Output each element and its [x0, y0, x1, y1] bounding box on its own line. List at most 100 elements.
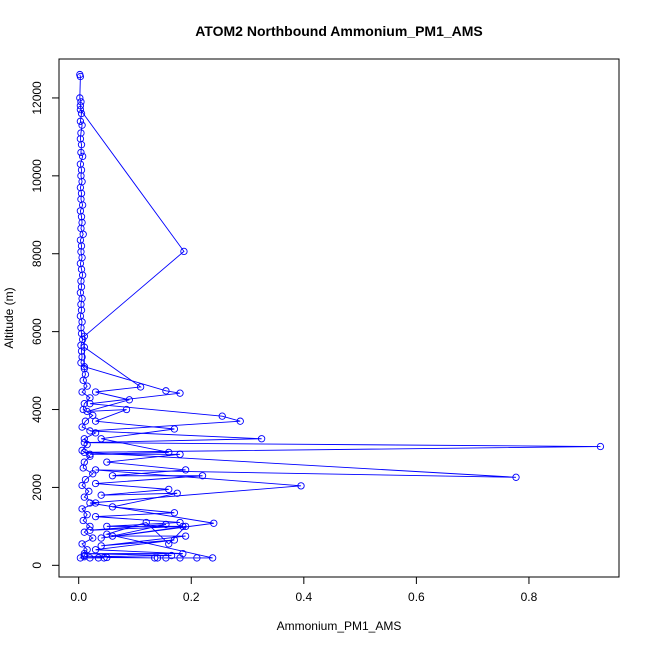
data-point [103, 458, 111, 466]
data-point [170, 536, 179, 544]
data-point [86, 522, 94, 531]
data-point [76, 72, 85, 81]
data-point [162, 387, 170, 395]
data-point [108, 472, 117, 480]
data-point [80, 438, 88, 447]
data-point [86, 427, 94, 435]
x-tick-label: 0.4 [295, 590, 312, 604]
data-point [77, 166, 86, 174]
x-tick-label: 0.0 [70, 590, 87, 604]
series-line [78, 74, 105, 559]
data-point [176, 450, 184, 458]
data-point [77, 148, 85, 157]
data-point [193, 554, 201, 562]
data-point [176, 389, 184, 397]
data-point [170, 425, 179, 433]
data-point [80, 343, 88, 351]
data-point [167, 551, 176, 560]
data-point [78, 481, 86, 490]
data-point [94, 554, 103, 562]
data-point [76, 554, 85, 562]
data-point [83, 407, 91, 416]
data-point [170, 509, 179, 517]
data-point [78, 423, 86, 431]
data-point [89, 534, 97, 542]
y-axis: 0 2000 4000 6000 8000 10000 12000 [30, 81, 60, 569]
data-point [91, 417, 100, 425]
data-point [179, 522, 187, 531]
data-point [179, 549, 187, 558]
series-2 [76, 105, 605, 562]
y-tick-label: 10000 [30, 159, 44, 193]
data-point [108, 532, 117, 540]
data-point [165, 448, 173, 457]
data-point [77, 141, 86, 149]
data-point [91, 479, 100, 488]
data-point [512, 473, 520, 481]
data-point [83, 511, 91, 519]
data-point [97, 542, 105, 550]
data-point [81, 475, 90, 484]
data-point [218, 412, 226, 420]
data-point [125, 396, 134, 404]
y-tick-label: 2000 [30, 474, 44, 501]
series-1 [76, 70, 108, 562]
data-point [77, 324, 85, 332]
data-point [297, 482, 305, 490]
x-axis-label: Ammonium_PM1_AMS [277, 619, 402, 633]
data-point [78, 540, 86, 548]
y-tick-label: 4000 [30, 396, 44, 423]
data-point [76, 117, 85, 125]
data-point [80, 435, 88, 443]
data-point [97, 491, 105, 499]
y-tick-label: 0 [30, 562, 44, 569]
data-point [81, 417, 90, 425]
y-tick-label: 6000 [30, 318, 44, 345]
chart-title: ATOM2 Northbound Ammonium_PM1_AMS [195, 23, 483, 39]
data-point [80, 549, 88, 558]
data-point [80, 332, 88, 340]
data-point [77, 300, 85, 309]
data-point [151, 554, 159, 562]
data-point [76, 94, 84, 102]
data-point [77, 109, 86, 118]
data-point [86, 394, 94, 402]
data-point [91, 512, 100, 521]
data-point [79, 405, 87, 414]
data-point [78, 505, 86, 513]
data-point [79, 516, 87, 525]
data-point [210, 519, 218, 527]
data-point [77, 242, 86, 250]
data-point [80, 553, 88, 561]
data-point [79, 464, 87, 472]
data-point [85, 487, 93, 495]
plot-frame [58, 58, 620, 578]
series-layer [76, 70, 605, 562]
data-point [86, 554, 94, 562]
data-point [86, 499, 94, 507]
data-point [97, 534, 105, 542]
data-point [76, 105, 85, 114]
data-point [79, 376, 87, 384]
data-point [180, 247, 188, 256]
data-point [77, 277, 85, 285]
data-point [91, 546, 100, 554]
data-point [97, 435, 105, 443]
series-line [80, 109, 601, 559]
data-point [78, 121, 86, 129]
data-point [162, 520, 170, 529]
data-point [103, 522, 111, 531]
data-point [77, 213, 86, 221]
x-tick-label: 0.2 [183, 590, 200, 604]
data-point [122, 405, 131, 414]
data-point [103, 553, 111, 562]
data-point [86, 450, 94, 458]
x-tick-label: 0.8 [521, 590, 538, 604]
x-axis: 0.0 0.2 0.4 0.6 0.8 [70, 576, 538, 604]
data-point [136, 383, 145, 391]
data-point [78, 446, 86, 455]
y-axis-label: Altitude (m) [2, 287, 16, 348]
x-tick-label: 0.6 [408, 590, 425, 604]
data-point [76, 102, 85, 110]
